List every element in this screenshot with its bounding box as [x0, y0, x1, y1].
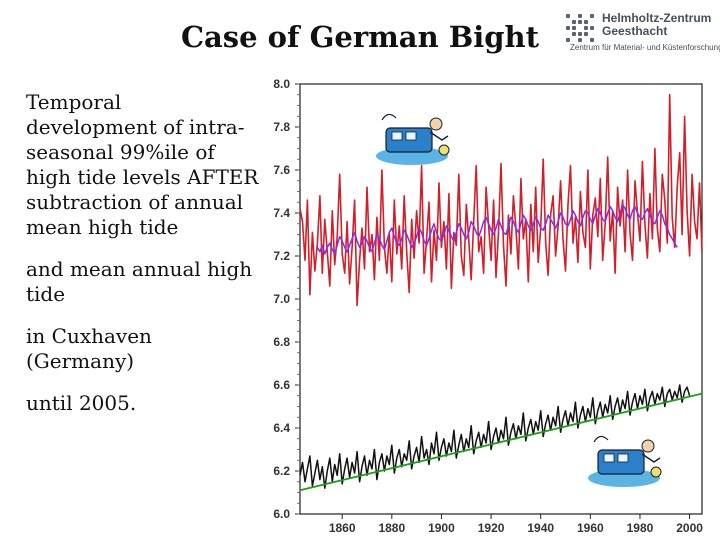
- x-tick-label: 1900: [428, 521, 455, 535]
- logo-name: Helmholtz-Zentrum Geesthacht: [602, 12, 711, 38]
- cartoons: [376, 113, 662, 487]
- logo-name-line2: Geesthacht: [602, 24, 668, 38]
- description-paragraph-2: and mean annual high tide: [26, 257, 266, 307]
- desc-line: Temporal: [26, 90, 122, 114]
- annual-mean-line: [299, 384, 691, 489]
- x-tick-label: 1880: [378, 521, 405, 535]
- percentile-smoothed-line: [316, 203, 678, 255]
- logo-name-line1: Helmholtz-Zentrum: [602, 11, 712, 25]
- description-paragraph-4: until 2005.: [26, 391, 137, 415]
- desc-line: high tide levels AFTER: [26, 165, 259, 189]
- y-tick-label: 6.4: [273, 421, 290, 435]
- description-column: Temporal development of intra- seasonal …: [26, 90, 266, 416]
- plot-border: [299, 83, 703, 515]
- percentile-line: [299, 93, 703, 307]
- desc-line: seasonal 99%ile of: [26, 140, 215, 164]
- y-tick-label: 7.0: [273, 292, 290, 306]
- y-tick-label: 7.6: [273, 163, 290, 177]
- y-axis: 8.0 7.8 7.6 7.4 7.2 7.0 6.8 6.6 6.4 6.2 6.0: [273, 77, 300, 521]
- institution-logo: Helmholtz-Zentrum Geesthacht Zentrum für…: [566, 12, 720, 56]
- tide-level-chart: 8.07.87.67.47.27.06.86.66.46.26.0 1860 18…: [273, 77, 703, 535]
- description-paragraph-3: in Cuxhaven (Germany): [26, 324, 266, 374]
- x-tick-label: 2000: [676, 521, 703, 535]
- x-tick-label: 1940: [527, 521, 554, 535]
- desc-line: mean high tide: [26, 215, 179, 239]
- y-tick-label: 6.8: [273, 335, 290, 349]
- logo-subtitle: Zentrum für Material- und Küstenforschun…: [570, 43, 720, 52]
- x-axis: 1860 1880 1900 1920 1940 1960 1980 2000: [329, 514, 703, 535]
- x-tick-label: 1960: [577, 521, 604, 535]
- x-tick-label: 1860: [329, 521, 356, 535]
- plot-frame: [299, 83, 703, 515]
- hzg-grid-logo-icon: [566, 14, 594, 42]
- page-title: Case of German Bight: [180, 20, 540, 54]
- y-tick-label: 6.6: [273, 378, 290, 392]
- y-tick-label: 7.2: [273, 249, 290, 263]
- desc-line: and mean annual high: [26, 257, 253, 281]
- y-tick-label: 6.0: [273, 507, 290, 521]
- y-tick-label: 8.0: [273, 77, 290, 91]
- cartoon-upper: [376, 113, 450, 165]
- desc-line: development of intra-: [26, 115, 245, 139]
- x-tick-label: 1980: [627, 521, 654, 535]
- annual-mean-trend-line: [299, 392, 703, 492]
- cartoon-lower: [588, 435, 662, 487]
- series-layer: [299, 93, 703, 492]
- y-tick-label: 7.8: [273, 120, 290, 134]
- x-tick-label: 1920: [478, 521, 505, 535]
- desc-line: subtraction of annual: [26, 190, 244, 214]
- desc-line: in Cuxhaven: [26, 324, 152, 348]
- y-tick-label: 7.4: [273, 206, 290, 220]
- desc-line: (Germany): [26, 349, 135, 373]
- description-paragraph-1: Temporal development of intra- seasonal …: [26, 90, 266, 240]
- y-tick-label: 6.2: [273, 464, 290, 478]
- desc-line: tide: [26, 282, 66, 306]
